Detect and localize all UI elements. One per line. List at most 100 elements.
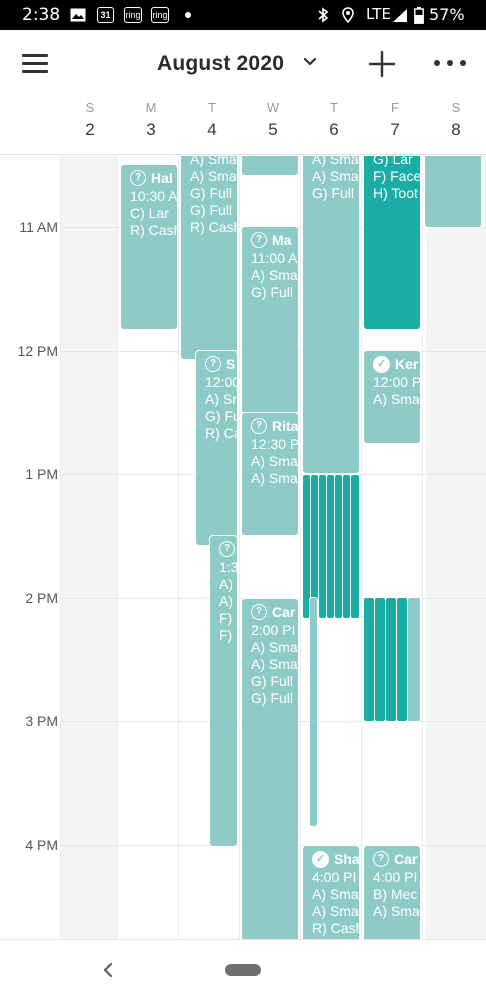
event-service: G) Full xyxy=(251,673,293,689)
day-letter: W xyxy=(266,100,280,115)
day-letter: T xyxy=(208,100,216,115)
event-ma[interactable]: ? Ma 11:00 A A) Sma G) Full xyxy=(241,226,299,414)
event-car[interactable]: ? Car 2:00 PI A) Sma A) Sma G) Full G) Fu… xyxy=(241,598,299,939)
event-thu-morning[interactable]: A) Sma A) Sma G) Full xyxy=(302,156,360,474)
event-sliver[interactable] xyxy=(309,597,318,827)
time-label: 12 PM xyxy=(17,343,58,359)
back-icon[interactable] xyxy=(100,960,116,980)
unconfirmed-icon: ? xyxy=(251,418,267,434)
unconfirmed-icon: ? xyxy=(130,170,146,186)
event-time: 11:00 A xyxy=(251,250,298,266)
bluetooth-icon xyxy=(316,7,330,23)
event-time: 2:00 PI xyxy=(251,622,296,638)
weekend-column-sat xyxy=(426,156,486,939)
event-service: A) Sr xyxy=(205,391,237,407)
day-letter: S xyxy=(85,100,95,115)
plus-icon[interactable] xyxy=(368,50,396,78)
ring-notification-icon-2: ring xyxy=(151,7,169,23)
event-sliver[interactable] xyxy=(407,597,421,722)
event-service: A) Sma xyxy=(251,267,298,283)
event-service: G) Full xyxy=(190,202,232,218)
day-number: 3 xyxy=(146,120,156,139)
column-divider xyxy=(117,156,118,939)
event-service: B) Mec xyxy=(373,886,418,902)
event-time: 10:30 A xyxy=(130,188,178,204)
column-divider xyxy=(60,156,61,939)
event-service: A) Sma xyxy=(312,886,359,902)
status-bar: 2:38 31 ring ring LTE 57% xyxy=(0,0,486,30)
day-header-tue[interactable]: T 4 xyxy=(182,100,242,140)
menu-icon[interactable] xyxy=(22,54,48,74)
column-divider xyxy=(300,156,301,939)
time-label: 2 PM xyxy=(25,590,58,606)
day-header-fri[interactable]: F 7 xyxy=(365,100,425,140)
day-header-mon[interactable]: M 3 xyxy=(121,100,181,140)
event-service: A) Sma xyxy=(251,656,298,672)
battery-percent: 57% xyxy=(429,5,465,24)
event-time: 12:00 xyxy=(205,374,238,390)
event-title: Hal xyxy=(151,169,173,186)
event-wed-early[interactable] xyxy=(241,156,299,176)
event-tue-morning[interactable]: A) Sma A) Sma G) Full G) Full R) Cash xyxy=(180,156,238,360)
day-header-thu[interactable]: T 6 xyxy=(304,100,364,140)
column-divider xyxy=(239,156,240,939)
event-service: A) Sma xyxy=(251,453,298,469)
event-service: F) xyxy=(219,610,233,626)
event-hal[interactable]: ? Hal 10:30 A C) Lar R) Cash xyxy=(120,164,178,330)
event-time: 4:00 PI xyxy=(312,869,357,885)
event-sliver[interactable] xyxy=(350,474,360,619)
event-title: Car xyxy=(272,603,296,620)
event-fri-morning[interactable]: G) Lar F) Face H) Toot xyxy=(363,156,421,330)
event-tue-afternoon[interactable]: ? 1:3 A) A) F) F) xyxy=(209,535,238,847)
weekend-column-sun xyxy=(60,156,117,939)
event-service: A) xyxy=(219,593,233,609)
event-service: G) Lar xyxy=(373,156,413,167)
event-title: Ma xyxy=(272,231,292,248)
event-time: 12:30 P xyxy=(251,436,299,452)
confirmed-check-icon: ✓ xyxy=(312,850,329,868)
event-service: R) Cash xyxy=(312,920,360,936)
day-number: 7 xyxy=(390,120,400,139)
day-header-wed[interactable]: W 5 xyxy=(243,100,303,140)
event-title: Ker xyxy=(395,355,419,372)
home-pill[interactable] xyxy=(225,964,261,976)
time-label: 3 PM xyxy=(25,713,58,729)
day-letter: F xyxy=(391,100,399,115)
event-sat-morning[interactable] xyxy=(424,156,482,228)
event-time: 12:00 P xyxy=(373,374,421,390)
more-icon[interactable] xyxy=(434,60,468,68)
day-number: 5 xyxy=(268,120,278,139)
event-sha[interactable]: ✓ Sha 4:00 PI A) Sma A) Sma R) Cash xyxy=(302,845,360,939)
system-nav-bar xyxy=(0,939,486,999)
event-service: H) Toot xyxy=(373,185,418,201)
event-title: Car xyxy=(394,850,418,867)
event-rita[interactable]: ? Rita 12:30 P A) Sma A) Sma xyxy=(241,412,299,536)
signal-icon xyxy=(392,7,408,23)
calendar-notification-icon: 31 xyxy=(97,7,114,23)
event-ker[interactable]: ✓ Ker 12:00 P A) Sma xyxy=(363,350,421,444)
event-service: G) Full xyxy=(251,690,293,706)
day-header-sat[interactable]: S 8 xyxy=(426,100,486,140)
unconfirmed-icon: ? xyxy=(373,851,389,867)
day-number: 6 xyxy=(329,120,339,139)
event-service: A) Sma xyxy=(251,639,298,655)
day-number: 2 xyxy=(85,120,95,139)
event-service: A) Sma xyxy=(373,391,420,407)
month-title[interactable]: August 2020 xyxy=(157,52,285,75)
chevron-down-icon[interactable] xyxy=(301,52,319,70)
event-service: C) Lar xyxy=(130,205,169,221)
image-notification-icon xyxy=(70,7,86,23)
event-service: G) Fu xyxy=(205,408,238,424)
event-service: A) Sma xyxy=(190,156,237,167)
week-grid[interactable]: 11 AM 12 PM 1 PM 2 PM 3 PM 4 PM ? Hal 10:… xyxy=(0,156,486,939)
event-car-fri[interactable]: ? Car 4:00 PI B) Mec A) Sma xyxy=(363,845,421,939)
day-header-sun[interactable]: S 2 xyxy=(60,100,120,140)
event-service: A) Sma xyxy=(312,168,359,184)
app-header: August 2020 S 2 M 3 T 4 W 5 T 6 xyxy=(0,30,486,155)
event-service: R) Cash xyxy=(130,222,178,238)
event-service: A) Sma xyxy=(312,903,359,919)
more-notifications-icon xyxy=(184,7,192,23)
time-label: 11 AM xyxy=(19,219,58,235)
event-s[interactable]: ? S 12:00 A) Sr G) Fu R) Ca xyxy=(195,350,238,546)
